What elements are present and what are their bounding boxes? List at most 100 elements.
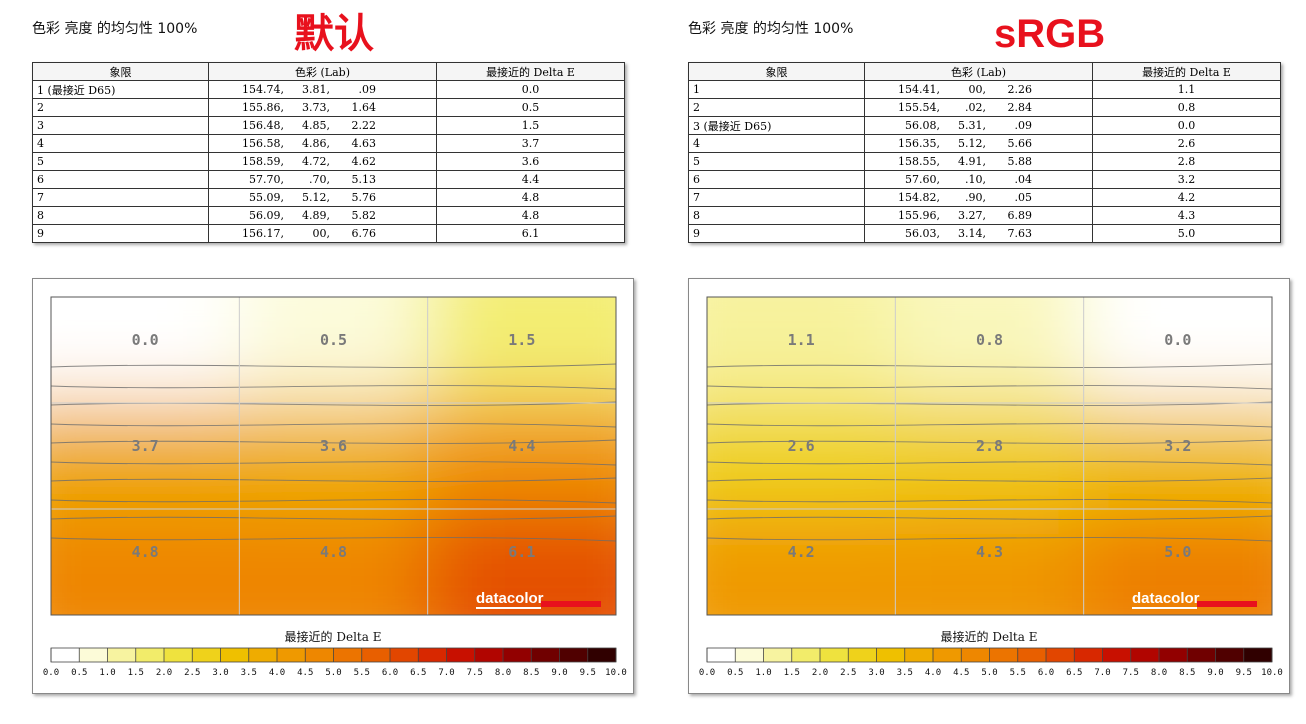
mode-label: sRGB <box>994 12 1106 56</box>
contour-line <box>707 499 1272 504</box>
colorbar-tick-label: 0.5 <box>71 668 87 678</box>
cell-quadrant: 8 <box>688 206 865 225</box>
lab-b-value: .04 <box>1014 173 1033 186</box>
lab-l-value: 154.41, <box>898 83 940 96</box>
lab-b-value: 5.88 <box>1007 155 1033 168</box>
heatmap-cell <box>707 297 897 404</box>
colorbar-swatch <box>220 648 250 662</box>
header-delta-e: 最接近的 Delta E <box>436 62 625 81</box>
cell-delta-e: 4.8 <box>436 188 625 207</box>
uniformity-table: 象限 色彩 (Lab) 最接近的 Delta E 1 154.41, 00, 2.26… <box>688 62 1281 243</box>
contour-line <box>707 515 1272 520</box>
cell-value-label: 2.8 <box>976 437 1003 455</box>
heatmap-cell <box>51 297 241 404</box>
uniformity-chart-box: 1.1 0.8 0.0 2.6 2.8 3.2 4.2 4.3 5.0 datacolor 最接近的… <box>688 278 1290 694</box>
colorbar-tick-label: 5.5 <box>1010 668 1026 678</box>
cell-quadrant: 9 <box>688 224 865 243</box>
colorbar-tick-label: 5.0 <box>325 668 341 678</box>
colorbar-title: 最接近的 Delta E <box>285 629 382 644</box>
contour-line <box>51 363 616 368</box>
datacolor-logo: datacolor <box>476 590 544 607</box>
cell-lab: 57.70, .70, 5.13 <box>208 170 437 189</box>
cell-delta-e: 4.3 <box>1092 206 1281 225</box>
cell-quadrant: 7 <box>688 188 865 207</box>
lab-b-value: .09 <box>358 83 377 96</box>
colorbar-swatch <box>1046 648 1075 662</box>
lab-l-value: 57.70, <box>249 173 284 186</box>
colorbar-tick-label: 5.5 <box>354 668 370 678</box>
plot-border <box>50 296 617 616</box>
colorbar-swatch <box>277 648 306 662</box>
lab-l-value: 158.55, <box>898 155 940 168</box>
cell-delta-e: 3.7 <box>436 134 625 153</box>
colorbar-tick-label: 3.0 <box>868 668 884 678</box>
colorbar-tick-label: 2.0 <box>156 668 172 678</box>
lab-l-value: 158.59, <box>242 155 284 168</box>
colorbar-swatch <box>559 648 589 662</box>
cell-quadrant: 5 <box>688 152 865 171</box>
colorbar-swatch <box>904 648 934 662</box>
lab-b-value: 5.66 <box>1007 137 1033 150</box>
lab-a-value: 4.91, <box>958 155 986 168</box>
lab-l-value: 56.03, <box>905 227 940 240</box>
cell-value-label: 3.6 <box>320 437 347 455</box>
colorbar-swatch <box>1215 648 1245 662</box>
heatmap-cell <box>239 403 429 510</box>
cell-delta-e: 0.5 <box>436 98 625 117</box>
lab-b-value: 5.76 <box>351 191 377 204</box>
cell-delta-e: 3.6 <box>436 152 625 171</box>
table-row: 5 158.59, 4.72, 4.62 3.6 <box>32 152 625 171</box>
colorbar-swatch <box>79 648 108 662</box>
lab-a-value: 5.31, <box>958 119 986 132</box>
colorbar-swatch <box>361 648 391 662</box>
lab-l-value: 155.86, <box>242 101 284 114</box>
heatmap-cell <box>707 509 897 615</box>
cell-value-label: 0.0 <box>1164 331 1191 349</box>
table-row: 1 154.41, 00, 2.26 1.1 <box>688 80 1281 99</box>
cell-quadrant: 3 <box>32 116 209 135</box>
colorbar-swatch <box>1017 648 1047 662</box>
lab-l-value: 55.09, <box>249 191 284 204</box>
cell-lab: 156.58, 4.86, 4.63 <box>208 134 437 153</box>
contour-line <box>707 439 1272 444</box>
heatmap-cell <box>51 403 241 510</box>
header-quadrant: 象限 <box>688 62 865 81</box>
cell-delta-e: 6.1 <box>436 224 625 243</box>
logo-underline <box>476 607 541 609</box>
colorbar-swatch <box>763 648 793 662</box>
colorbar-tick-label: 8.5 <box>1179 668 1195 678</box>
heatmap-cell <box>1083 509 1272 615</box>
colorbar-tick-label: 6.5 <box>410 668 426 678</box>
colorbar-tick-label: 3.5 <box>897 668 913 678</box>
colorbar-tick-label: 2.5 <box>184 668 200 678</box>
contour-line <box>707 537 1272 542</box>
cell-quadrant: 4 <box>32 134 209 153</box>
colorbar-tick-label: 0.0 <box>699 668 715 678</box>
colorbar-tick-label: 9.0 <box>1207 668 1223 678</box>
cell-lab: 55.09, 5.12, 5.76 <box>208 188 437 207</box>
contour-line <box>51 537 616 542</box>
cell-lab: 56.09, 4.89, 5.82 <box>208 206 437 225</box>
table-row: 7 55.09, 5.12, 5.76 4.8 <box>32 188 625 207</box>
colorbar-tick-label: 3.0 <box>212 668 228 678</box>
cell-lab: 155.96, 3.27, 6.89 <box>864 206 1093 225</box>
colorbar-swatch <box>933 648 962 662</box>
lab-b-value: 2.26 <box>1007 83 1033 96</box>
colorbar-title: 最接近的 Delta E <box>941 629 1038 644</box>
cell-lab: 154.41, 00, 2.26 <box>864 80 1093 99</box>
cell-lab: 155.54, .02, 2.84 <box>864 98 1093 117</box>
cell-quadrant: 1 (最接近 D65) <box>32 80 209 99</box>
colorbar-swatch <box>248 648 278 662</box>
cell-delta-e: 4.2 <box>1092 188 1281 207</box>
cell-quadrant: 8 <box>32 206 209 225</box>
colorbar-tick-label: 3.5 <box>241 668 257 678</box>
cell-quadrant: 9 <box>32 224 209 243</box>
contour-line <box>707 477 1272 482</box>
header-color-lab: 色彩 (Lab) <box>864 62 1093 81</box>
table-row: 8 56.09, 4.89, 5.82 4.8 <box>32 206 625 225</box>
lab-l-value: 156.35, <box>898 137 940 150</box>
cell-quadrant: 6 <box>688 170 865 189</box>
heatmap-cell <box>895 509 1085 615</box>
lab-a-value: .02, <box>965 101 986 114</box>
colorbar-swatch <box>820 648 849 662</box>
